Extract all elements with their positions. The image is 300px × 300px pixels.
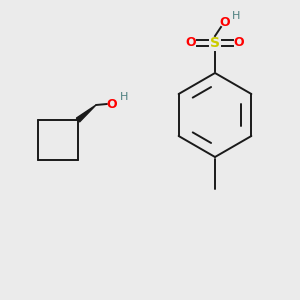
Text: O: O bbox=[107, 98, 117, 110]
Text: S: S bbox=[210, 36, 220, 50]
Text: O: O bbox=[186, 37, 196, 50]
Text: O: O bbox=[220, 16, 230, 29]
Polygon shape bbox=[76, 105, 96, 122]
Text: H: H bbox=[232, 11, 240, 21]
Text: H: H bbox=[120, 92, 128, 102]
Text: O: O bbox=[234, 37, 244, 50]
